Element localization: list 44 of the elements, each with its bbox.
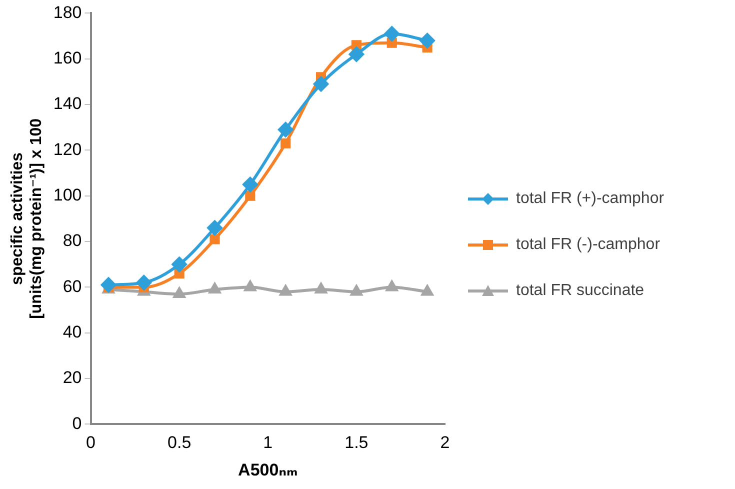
- legend-label: total FR (+)-camphor: [516, 188, 666, 208]
- point: [350, 285, 362, 296]
- x-tick-label: 1.5: [344, 433, 368, 452]
- point: [172, 256, 187, 272]
- x-tick-label: 0.5: [168, 433, 192, 452]
- point: [280, 285, 292, 296]
- point: [280, 138, 291, 148]
- y-tick-label: 60: [62, 276, 82, 296]
- y-tick-label: 120: [53, 140, 82, 159]
- point: [348, 46, 364, 62]
- point: [242, 176, 258, 192]
- x-tick-label: 0: [86, 433, 96, 452]
- point: [315, 282, 327, 294]
- x-tick-label: 1: [263, 433, 273, 452]
- point: [173, 288, 186, 298]
- point: [420, 33, 435, 48]
- point: [207, 220, 222, 236]
- point: [100, 277, 116, 292]
- x-axis-title: A500ₙₘ: [238, 460, 298, 480]
- legend-label: total FR succinate: [516, 280, 646, 300]
- y-axis-title: specific activities [units(mg protein⁻¹)] x 100: [9, 118, 46, 319]
- y-tick-label: 140: [53, 94, 82, 114]
- y-tick-label: 160: [53, 48, 82, 68]
- y-tick-label: 20: [62, 368, 82, 388]
- point: [245, 190, 256, 201]
- y-tick-label: 80: [62, 231, 82, 250]
- x-tick-label: 2: [440, 433, 450, 452]
- point: [351, 40, 362, 50]
- y-tick-label: 40: [62, 322, 82, 342]
- point: [421, 285, 434, 296]
- y-tick-label: 180: [53, 2, 82, 22]
- point: [174, 268, 184, 279]
- legend-label: total FR (-)-camphor: [516, 234, 662, 254]
- y-tick-label: 100: [53, 186, 82, 205]
- point: [314, 76, 329, 92]
- point: [244, 280, 256, 292]
- point: [384, 26, 400, 42]
- y-tick-label: 0: [72, 414, 82, 433]
- point: [386, 38, 397, 48]
- point: [386, 280, 398, 292]
- point: [278, 122, 294, 138]
- point: [136, 275, 152, 290]
- point: [210, 234, 220, 244]
- point: [208, 282, 221, 294]
